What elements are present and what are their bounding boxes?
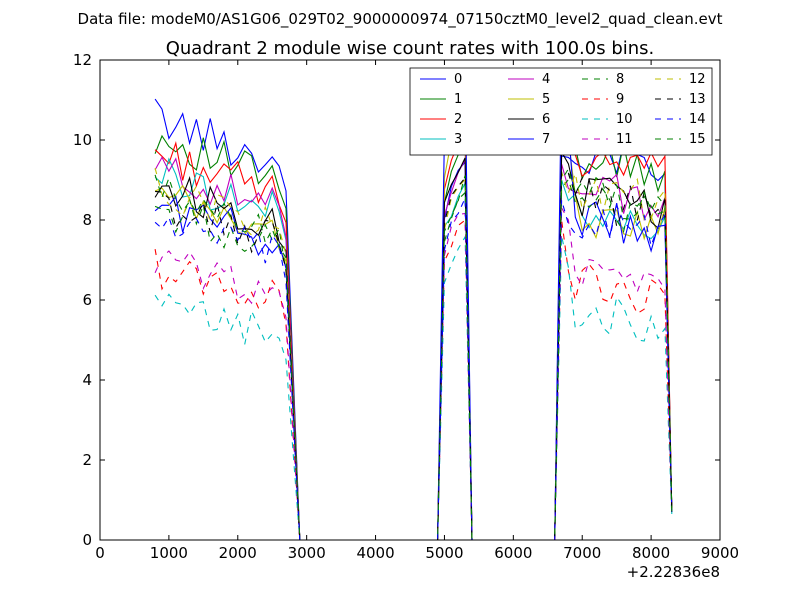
chart-title: Quadrant 2 module wise count rates with … xyxy=(166,38,655,59)
x-tick-label: 8000 xyxy=(632,544,670,562)
series-line-9 xyxy=(154,219,673,540)
x-tick-label: 4000 xyxy=(356,544,394,562)
series-line-0 xyxy=(154,98,673,540)
x-tick-label: 2000 xyxy=(219,544,257,562)
legend-label-0: 0 xyxy=(454,72,462,87)
y-tick-label: 4 xyxy=(82,371,92,389)
y-tick-label: 2 xyxy=(82,451,92,469)
legend-label-11: 11 xyxy=(616,132,633,147)
legend-label-15: 15 xyxy=(689,132,706,147)
x-tick-label: 3000 xyxy=(288,544,326,562)
x-tick-label: 7000 xyxy=(563,544,601,562)
series-line-1 xyxy=(154,132,673,540)
legend-box xyxy=(409,67,713,156)
legend-label-13: 13 xyxy=(689,92,706,107)
series-line-3 xyxy=(154,157,673,540)
legend-label-4: 4 xyxy=(542,72,550,87)
series-line-12 xyxy=(154,168,673,540)
legend-label-14: 14 xyxy=(689,112,706,127)
y-tick-label: 6 xyxy=(82,291,92,309)
legend-label-3: 3 xyxy=(454,132,462,147)
legend-label-7: 7 xyxy=(542,132,550,147)
y-tick-label: 8 xyxy=(82,211,92,229)
x-tick-label: 5000 xyxy=(425,544,463,562)
series-line-13 xyxy=(155,171,673,540)
x-tick-label: 1000 xyxy=(150,544,188,562)
y-tick-label: 12 xyxy=(73,51,92,69)
legend-label-6: 6 xyxy=(542,112,550,127)
y-tick-label: 0 xyxy=(82,531,92,549)
y-tick-label: 10 xyxy=(73,131,92,149)
series-line-6 xyxy=(154,150,673,540)
legend-label-5: 5 xyxy=(542,92,550,107)
legend-label-2: 2 xyxy=(454,112,462,127)
legend-label-10: 10 xyxy=(616,112,633,127)
legend-label-8: 8 xyxy=(616,72,624,87)
chart-suptitle: Data file: modeM0/AS1G06_029T02_90000009… xyxy=(78,10,723,29)
x-tick-label: 6000 xyxy=(494,544,532,562)
series-line-5 xyxy=(154,105,673,540)
series-line-15 xyxy=(154,167,673,540)
series-line-14 xyxy=(154,197,673,540)
series-line-7 xyxy=(154,71,673,540)
x-axis: 0 1000 2000 3000 4000 5000 6000 7000 8000 9000 xyxy=(95,60,739,562)
legend-label-12: 12 xyxy=(689,72,706,87)
legend-label-1: 1 xyxy=(454,92,462,107)
series-line-2 xyxy=(154,127,673,540)
legend-label-9: 9 xyxy=(616,92,624,107)
series-layer xyxy=(154,71,673,540)
series-line-10 xyxy=(154,234,673,540)
x-offset-label: +2.22836e8 xyxy=(627,563,720,581)
x-tick-label: 9000 xyxy=(701,544,739,562)
x-tick-label: 0 xyxy=(95,544,105,562)
series-line-11 xyxy=(154,205,673,540)
